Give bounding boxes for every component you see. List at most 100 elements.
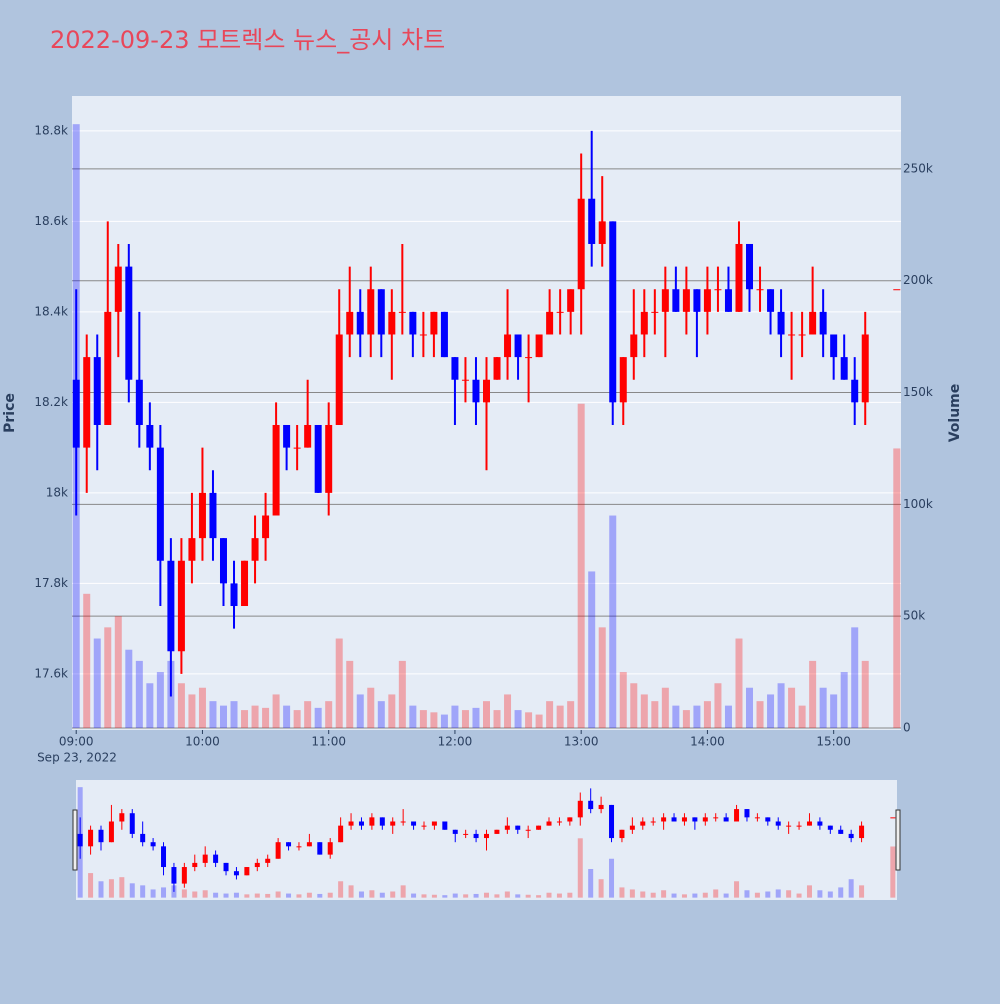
candle-body — [114, 266, 122, 312]
volume-bar — [125, 649, 133, 728]
mini-candle-body — [421, 825, 427, 827]
candle-body — [388, 311, 396, 335]
volume-bar — [241, 710, 249, 728]
mini-volume-bar — [734, 881, 740, 898]
slider-handle[interactable] — [72, 809, 78, 871]
candle-body — [619, 357, 627, 403]
mini-volume-bar — [379, 892, 385, 898]
volume-bar — [746, 687, 754, 728]
candle-body — [219, 538, 227, 584]
mini-volume-bar — [796, 893, 802, 898]
mini-candle-body — [775, 821, 781, 826]
candle-body — [104, 311, 112, 425]
candle-body — [640, 311, 648, 335]
slider-handle[interactable] — [895, 809, 901, 871]
mini-candle-body — [244, 867, 250, 876]
volume-bar — [630, 683, 638, 728]
candle-body — [746, 243, 754, 290]
candle-body — [251, 538, 259, 561]
mini-candle-body — [108, 821, 114, 843]
mini-candle-body — [536, 825, 542, 830]
volume-bar — [693, 705, 701, 728]
mini-candle-body — [77, 833, 83, 847]
mini-volume-bar — [650, 892, 656, 898]
mini-candle-body — [379, 817, 385, 826]
volume-bar — [419, 710, 427, 728]
mini-volume-bar — [369, 890, 375, 898]
volume-bar — [262, 707, 270, 728]
volume-bar — [651, 701, 659, 728]
y2-tick-label: 0 — [903, 720, 911, 734]
mini-candle-body — [400, 821, 406, 823]
candle-body — [514, 334, 522, 358]
candle-body — [209, 492, 217, 539]
volume-bar — [367, 687, 375, 728]
mini-candle-body — [702, 817, 708, 822]
candle-body — [241, 560, 249, 607]
volume-bar — [788, 687, 796, 728]
volume-bar — [461, 710, 469, 728]
candle-body — [851, 379, 859, 403]
y-tick-label: 18.8k — [34, 123, 68, 137]
y-tick-label: 18.6k — [34, 214, 68, 228]
volume-bar — [735, 638, 743, 728]
volume-bar — [514, 710, 522, 728]
mini-candle-body — [754, 817, 760, 819]
candle-body — [272, 424, 280, 516]
volume-bar — [346, 660, 354, 728]
candle-body — [651, 311, 659, 313]
candle-body — [693, 289, 701, 312]
volume-bar — [809, 660, 817, 728]
mini-volume-bar — [202, 890, 208, 898]
candle-body — [756, 289, 764, 291]
mini-volume-bar — [338, 881, 344, 898]
mini-candle-body — [827, 825, 833, 830]
volume-bar — [177, 683, 185, 728]
mini-volume-bar — [723, 893, 729, 898]
mini-candle-body — [119, 813, 125, 822]
volume-bar — [440, 714, 448, 728]
candle-body — [777, 311, 785, 335]
mini-volume-bar — [525, 894, 531, 898]
mini-candle-body — [411, 821, 417, 826]
candle-body — [230, 583, 238, 607]
mini-candle-body — [442, 821, 448, 830]
volume-bar — [472, 707, 480, 728]
mini-candle-body — [588, 800, 594, 810]
volume-bar — [272, 694, 280, 728]
mini-candle-body — [692, 817, 698, 822]
x-tick-label: 11:00 — [311, 735, 346, 749]
candle-body — [72, 379, 80, 448]
mini-volume-bar — [827, 891, 833, 898]
candle-body — [840, 357, 848, 380]
mini-candle-body — [723, 817, 729, 822]
mini-candle-body — [640, 821, 646, 826]
mini-volume-bar — [567, 892, 573, 898]
candle-body — [430, 311, 438, 335]
mini-candle-body — [546, 821, 552, 826]
volume-bar — [304, 701, 312, 728]
mini-candle-body — [286, 842, 292, 847]
mini-volume-bar — [452, 893, 458, 898]
mini-candle-body — [129, 813, 135, 834]
mini-volume-bar — [504, 891, 510, 898]
mini-candle-body — [744, 809, 750, 818]
candle-body — [135, 379, 143, 425]
volume-bar — [504, 694, 512, 728]
volume-bar — [188, 694, 196, 728]
candle-body — [504, 334, 512, 358]
volume-bar — [398, 660, 406, 728]
mini-volume-bar — [629, 889, 635, 898]
candle-body — [535, 334, 543, 358]
mini-candle-body — [202, 854, 208, 863]
mini-volume-bar — [754, 892, 760, 898]
candle-body — [419, 334, 427, 336]
x-tick-label: 14:00 — [690, 735, 725, 749]
mini-candle-body — [317, 842, 323, 855]
candle-body — [283, 424, 291, 448]
mini-volume-bar — [296, 894, 302, 898]
mini-volume-bar — [744, 890, 750, 898]
y-tick-label: 17.8k — [34, 576, 68, 590]
mini-candle-body — [275, 842, 281, 859]
